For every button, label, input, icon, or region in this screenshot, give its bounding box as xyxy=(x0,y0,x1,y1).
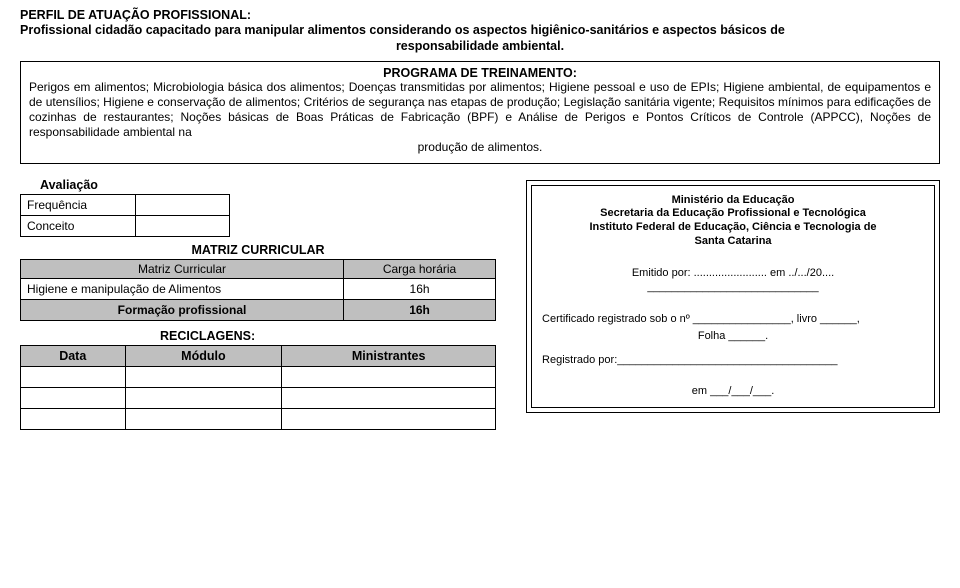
programa-body: Perigos em alimentos; Microbiologia bási… xyxy=(29,80,931,155)
table-row: Conceito xyxy=(21,215,230,236)
matriz-col-carga: Carga horária xyxy=(344,259,496,278)
certificate-frame-inner: Ministério da Educação Secretaria da Edu… xyxy=(531,185,935,408)
folha-line: Folha ______. xyxy=(542,328,924,346)
table-row: Higiene e manipulação de Alimentos 16h xyxy=(21,278,496,299)
programa-box: PROGRAMA DE TREINAMENTO: Perigos em alim… xyxy=(20,61,940,164)
avaliacao-value xyxy=(135,194,229,215)
avaliacao-table: Frequência Conceito xyxy=(20,194,230,237)
registro-block: Certificado registrado sob o nº ________… xyxy=(542,311,924,401)
perfil-body-line1: Profissional cidadão capacitado para man… xyxy=(20,23,785,37)
perfil-heading: PERFIL DE ATUAÇÃO PROFISSIONAL: xyxy=(20,8,940,22)
avaliacao-value xyxy=(135,215,229,236)
avaliacao-heading: Avaliação xyxy=(40,178,496,192)
matriz-row-label: Higiene e manipulação de Alimentos xyxy=(21,278,344,299)
ministerio-l3: Instituto Federal de Educação, Ciência e… xyxy=(542,221,924,235)
avaliacao-label: Frequência xyxy=(21,194,136,215)
programa-body-last: produção de alimentos. xyxy=(29,140,931,155)
rec-col-ministrantes: Ministrantes xyxy=(282,345,496,366)
table-row xyxy=(21,366,496,387)
table-row xyxy=(21,387,496,408)
matriz-heading: MATRIZ CURRICULAR xyxy=(20,243,496,257)
columns: Avaliação Frequência Conceito MATRIZ CUR… xyxy=(20,174,940,430)
em-date: em ___/___/___. xyxy=(542,383,924,401)
right-column: Ministério da Educação Secretaria da Edu… xyxy=(526,174,940,413)
reciclagens-heading: RECICLAGENS: xyxy=(160,329,496,343)
matriz-row-carga: 16h xyxy=(344,278,496,299)
table-row: Data Módulo Ministrantes xyxy=(21,345,496,366)
table-row: Frequência xyxy=(21,194,230,215)
perfil-body: Profissional cidadão capacitado para man… xyxy=(20,22,940,55)
certificate-frame-outer: Ministério da Educação Secretaria da Edu… xyxy=(526,180,940,413)
matriz-col-label: Matriz Curricular xyxy=(21,259,344,278)
left-column: Avaliação Frequência Conceito MATRIZ CUR… xyxy=(20,174,496,430)
matriz-table: Matriz Curricular Carga horária Higiene … xyxy=(20,259,496,321)
registrado-line: Certificado registrado sob o nº ________… xyxy=(542,311,924,329)
rec-col-modulo: Módulo xyxy=(125,345,282,366)
table-row xyxy=(21,408,496,429)
registrado-por: Registrado por:_________________________… xyxy=(542,352,924,370)
emitido-por: Emitido por: ........................ em… xyxy=(542,267,924,279)
programa-body-text: Perigos em alimentos; Microbiologia bási… xyxy=(29,80,931,139)
programa-heading: PROGRAMA DE TREINAMENTO: xyxy=(29,66,931,80)
ministerio-block: Ministério da Educação Secretaria da Edu… xyxy=(542,194,924,249)
rec-col-data: Data xyxy=(21,345,126,366)
ministerio-l4: Santa Catarina xyxy=(542,235,924,249)
avaliacao-label: Conceito xyxy=(21,215,136,236)
table-row: Matriz Curricular Carga horária xyxy=(21,259,496,278)
ministerio-l1: Ministério da Educação xyxy=(542,194,924,208)
reciclagens-table: Data Módulo Ministrantes xyxy=(20,345,496,430)
perfil-body-line2: responsabilidade ambiental. xyxy=(20,38,940,54)
matriz-row-label: Formação profissional xyxy=(21,299,344,320)
ministerio-l2: Secretaria da Educação Profissional e Te… xyxy=(542,207,924,221)
table-row: Formação profissional 16h xyxy=(21,299,496,320)
matriz-row-carga: 16h xyxy=(344,299,496,320)
document-page: PERFIL DE ATUAÇÃO PROFISSIONAL: Profissi… xyxy=(0,0,960,440)
signature-line: ____________________________ xyxy=(542,281,924,293)
